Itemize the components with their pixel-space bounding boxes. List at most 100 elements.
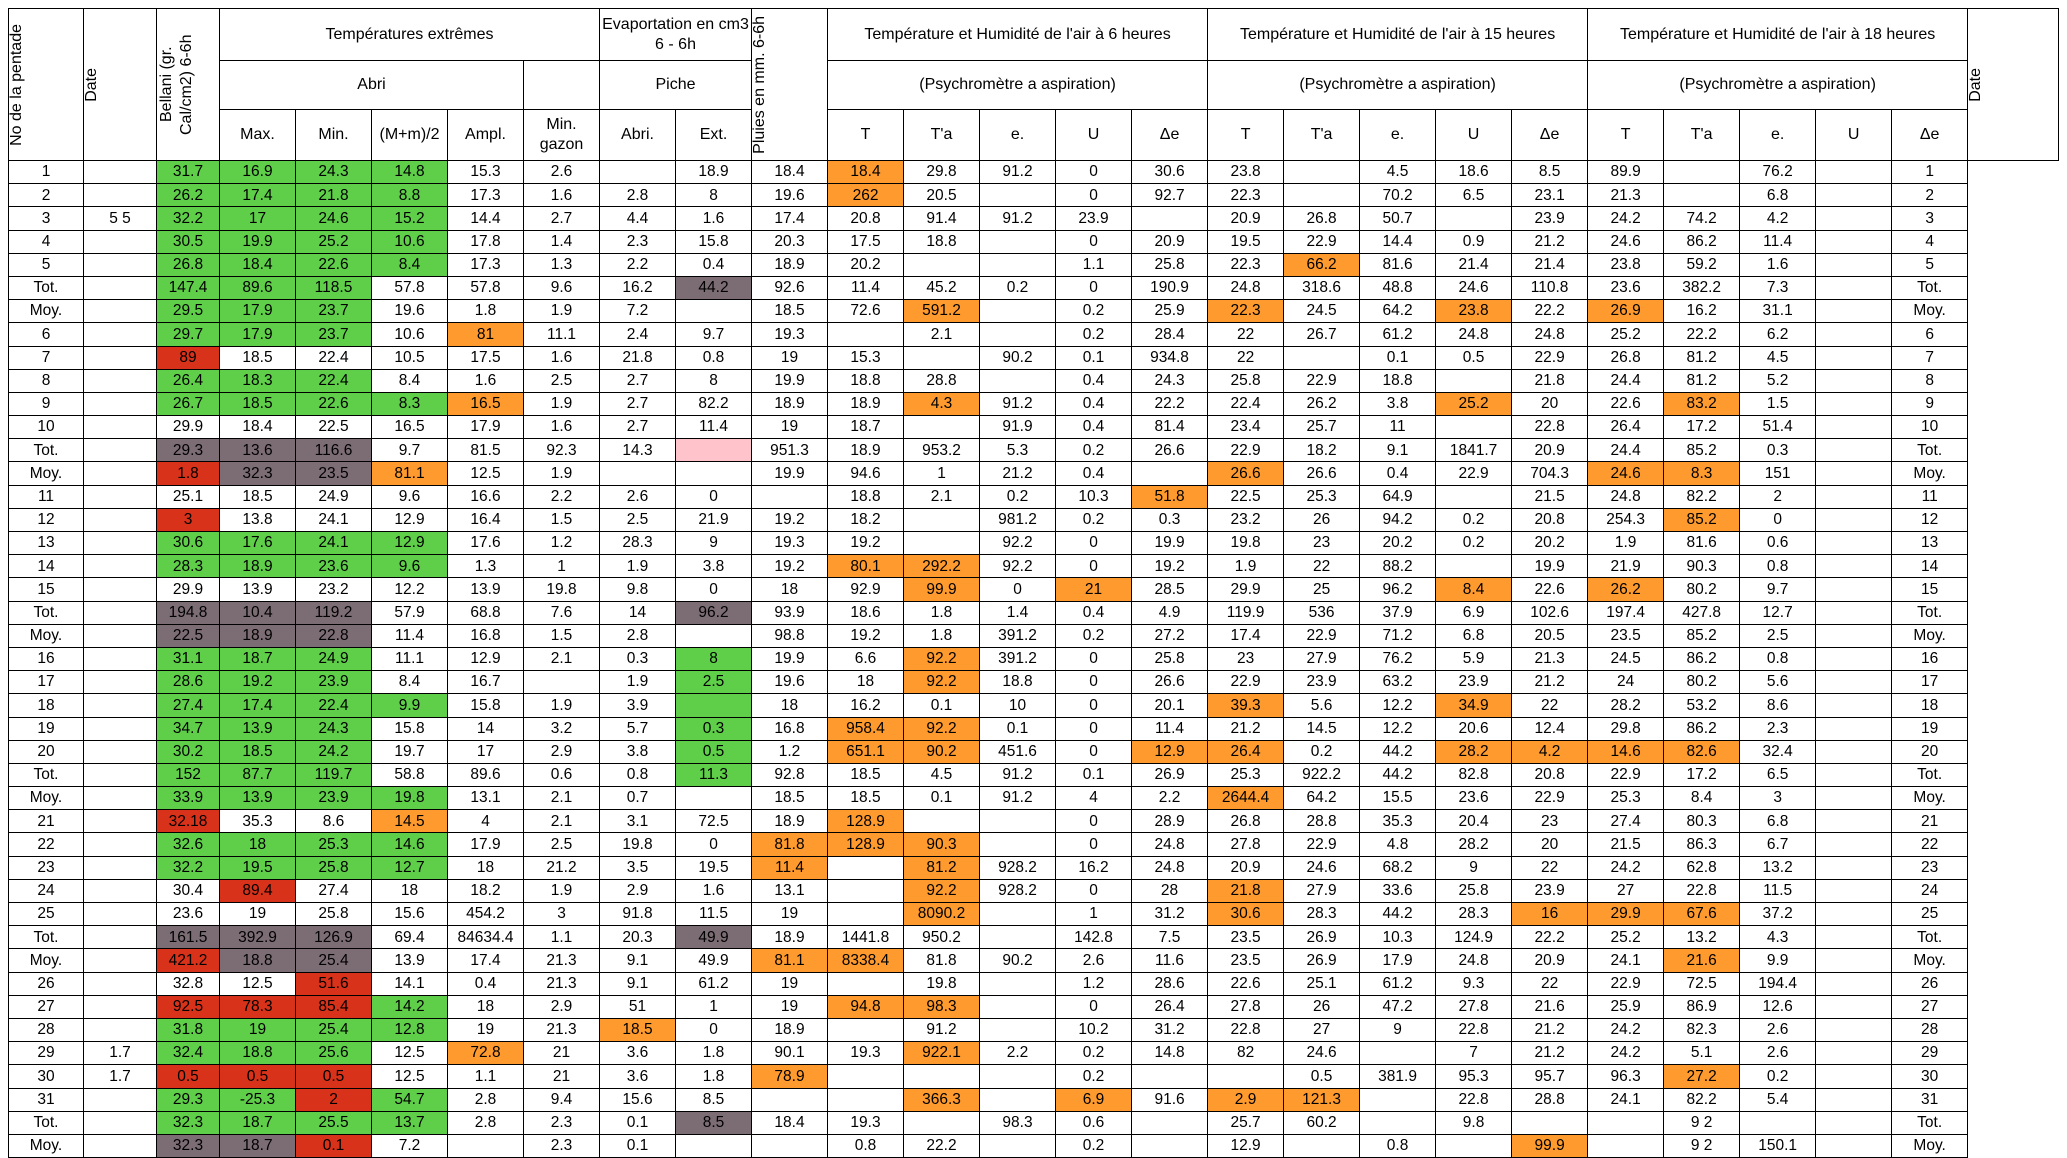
table-cell: 15.2 <box>371 206 448 231</box>
min-gazon-header: Min. gazon <box>523 109 600 161</box>
table-cell <box>1815 368 1893 393</box>
table-cell: 18.5 <box>751 299 829 324</box>
table-cell <box>83 646 157 672</box>
table-cell: 22.9 <box>1511 345 1589 370</box>
table-cell: 21.8 <box>1511 368 1589 393</box>
table-cell: 24.5 <box>1587 646 1665 672</box>
table-cell: 17 <box>219 206 296 231</box>
table-cell: 2.3 <box>523 1110 600 1135</box>
table-cell: 27.2 <box>1131 623 1209 648</box>
table-cell: 89.4 <box>219 878 296 904</box>
table-cell: 1.7 <box>83 1064 157 1089</box>
table-cell <box>1663 159 1741 185</box>
table-cell: 17.6 <box>447 530 524 556</box>
table-cell: 13.9 <box>447 577 524 602</box>
table-cell: 19 <box>751 971 829 996</box>
table-cell: 23.2 <box>1207 507 1285 533</box>
table-cell: 19.8 <box>903 971 981 996</box>
table-cell: Moy. <box>8 461 84 486</box>
table-row: 10 29.9 18.4 22.5 16.5 17.9 1.6 2.7 11.4 19 18.7 91… <box>8 415 2059 440</box>
table-cell <box>1131 206 1209 231</box>
table-cell: 18.6 <box>1435 159 1513 185</box>
table-cell: 19.5 <box>1207 229 1285 254</box>
table-cell <box>599 159 676 185</box>
table-cell: 25.3 <box>295 832 372 857</box>
table-cell: 1 <box>1055 901 1133 927</box>
table-cell: 26.9 <box>1131 762 1209 788</box>
de15-header: Δe <box>1511 109 1589 161</box>
table-cell: 22 <box>1207 345 1285 370</box>
table-cell: 92.7 <box>1131 183 1209 208</box>
table-cell: 63.2 <box>1359 670 1437 695</box>
table-cell: 82.2 <box>674 391 753 417</box>
table-cell <box>1815 322 1893 347</box>
table-cell: 16 <box>1511 901 1589 927</box>
table-cell: 23.5 <box>1207 948 1285 973</box>
table-cell <box>83 716 157 741</box>
table-row: 4 30.5 19.9 25.2 10.6 17.8 1.4 2.3 15.8 20.3 17.5 1… <box>8 229 2059 254</box>
table-cell: 12.6 <box>1739 994 1817 1019</box>
table-cell: 69.4 <box>371 925 448 950</box>
table-cell: 39.3 <box>1207 693 1285 718</box>
table-cell: 0.2 <box>979 275 1057 301</box>
table-cell: 25.8 <box>1207 368 1285 393</box>
bellani-header: Bellani (gr. Cal/cm2) 6-6h <box>156 8 220 161</box>
table-cell: 0.3 <box>1131 507 1209 533</box>
table-cell: 0.8 <box>674 345 753 370</box>
table-cell: 22.8 <box>1435 1087 1513 1112</box>
table-cell: 26.4 <box>1131 994 1209 1019</box>
table-cell: 85.4 <box>295 994 372 1019</box>
table-cell: 22.8 <box>1435 1017 1513 1043</box>
table-cell: 19 <box>751 901 829 927</box>
table-cell: 81.1 <box>751 948 829 973</box>
table-cell <box>83 159 157 185</box>
evap-ext-header: Ext. <box>674 109 753 161</box>
abri-header: Abri <box>219 60 524 110</box>
table-cell: 81.6 <box>1359 252 1437 277</box>
table-cell: 19.2 <box>751 554 829 579</box>
table-row: 15 29.9 13.9 23.2 12.2 13.9 19.8 9.8 0 18 92.9 99.9… <box>8 577 2059 602</box>
table-cell: 26.9 <box>1587 299 1665 324</box>
table-cell: 19.2 <box>827 623 905 648</box>
table-cell <box>1815 252 1893 277</box>
table-cell: 11.1 <box>523 322 600 347</box>
table-cell: 32.4 <box>156 1041 220 1066</box>
table-cell: 14.5 <box>371 809 448 834</box>
table-cell: 20.6 <box>1435 716 1513 741</box>
table-row: 26 32.8 12.5 51.6 14.1 0.4 21.3 9.1 61.2 19 19.8 1.… <box>8 971 2059 996</box>
table-cell: 74.2 <box>1663 206 1741 231</box>
table-cell: 2.1 <box>903 322 981 347</box>
table-cell: 9.1 <box>599 971 676 996</box>
table-cell: 29.7 <box>156 322 220 347</box>
table-cell <box>1815 716 1893 741</box>
table-cell: 14.3 <box>599 438 676 463</box>
table-cell <box>1131 1064 1209 1089</box>
table-cell: 2.5 <box>674 670 753 695</box>
blank-header <box>523 60 600 110</box>
table-cell: 22.9 <box>1587 971 1665 996</box>
table-cell: 64.2 <box>1359 299 1437 324</box>
table-cell <box>83 670 157 695</box>
table-cell: 22.6 <box>1511 577 1589 602</box>
table-cell: 26.7 <box>156 391 220 417</box>
table-cell: Moy. <box>8 948 84 973</box>
table-cell: 23.5 <box>1587 623 1665 648</box>
table-row: 2 26.2 17.4 21.8 8.8 17.3 1.6 2.8 8 19.6 262 20.5 0 9… <box>8 183 2059 208</box>
table-cell: 18.2 <box>827 507 905 533</box>
table-cell: 427.8 <box>1663 600 1741 625</box>
table-cell: 0.6 <box>1055 1110 1133 1135</box>
table-cell: 19.3 <box>827 1041 905 1066</box>
table-cell: 24.3 <box>295 716 372 741</box>
table-cell: 25.4 <box>295 948 372 973</box>
table-cell: 22 <box>1283 554 1361 579</box>
table-cell: 0.1 <box>1055 345 1133 370</box>
table-cell: 18.8 <box>1359 368 1437 393</box>
table-cell: Tot. <box>1891 1110 1969 1135</box>
table-cell: Moy. <box>8 1133 84 1158</box>
table-cell: 1.8 <box>903 623 981 648</box>
t18-header: T <box>1587 109 1665 161</box>
table-cell: 32.2 <box>156 855 220 880</box>
table-cell: 18 <box>219 832 296 857</box>
table-cell <box>827 971 905 996</box>
table-cell <box>83 530 157 556</box>
